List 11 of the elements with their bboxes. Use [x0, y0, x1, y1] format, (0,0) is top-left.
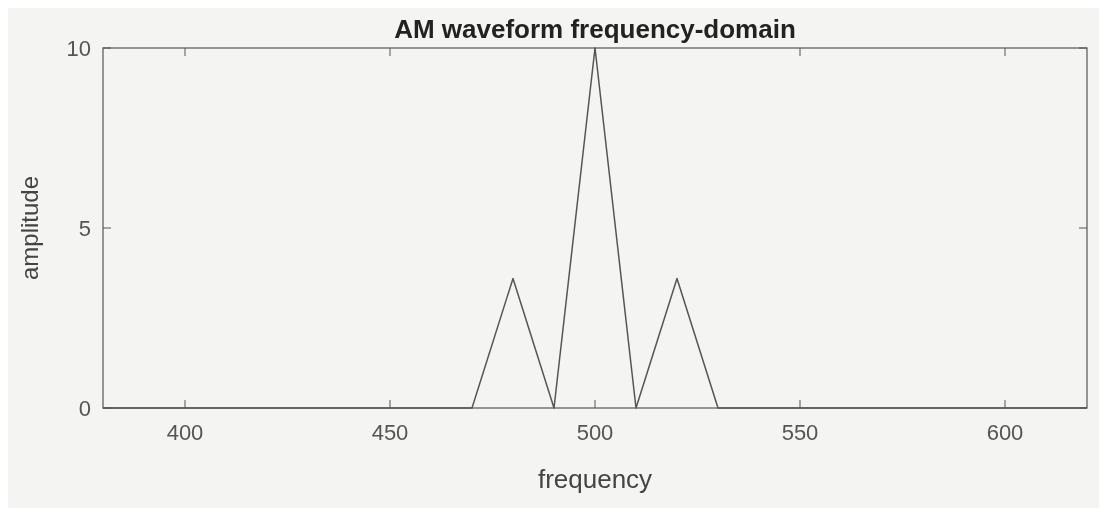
y-axis-title: amplitude: [16, 175, 43, 281]
x-tick-label: 550: [781, 420, 819, 445]
y-tick-label: 0: [78, 396, 91, 421]
y-tick-label: 5: [78, 216, 91, 241]
x-tick-label: 500: [576, 420, 614, 445]
chart-title: AM waveform frequency-domain: [394, 14, 796, 44]
x-tick-label: 450: [371, 420, 409, 445]
x-tick-label: 400: [166, 420, 204, 445]
x-tick-label: 600: [986, 420, 1024, 445]
x-axis-title: frequency: [537, 464, 653, 494]
y-tick-label: 10: [66, 36, 91, 61]
